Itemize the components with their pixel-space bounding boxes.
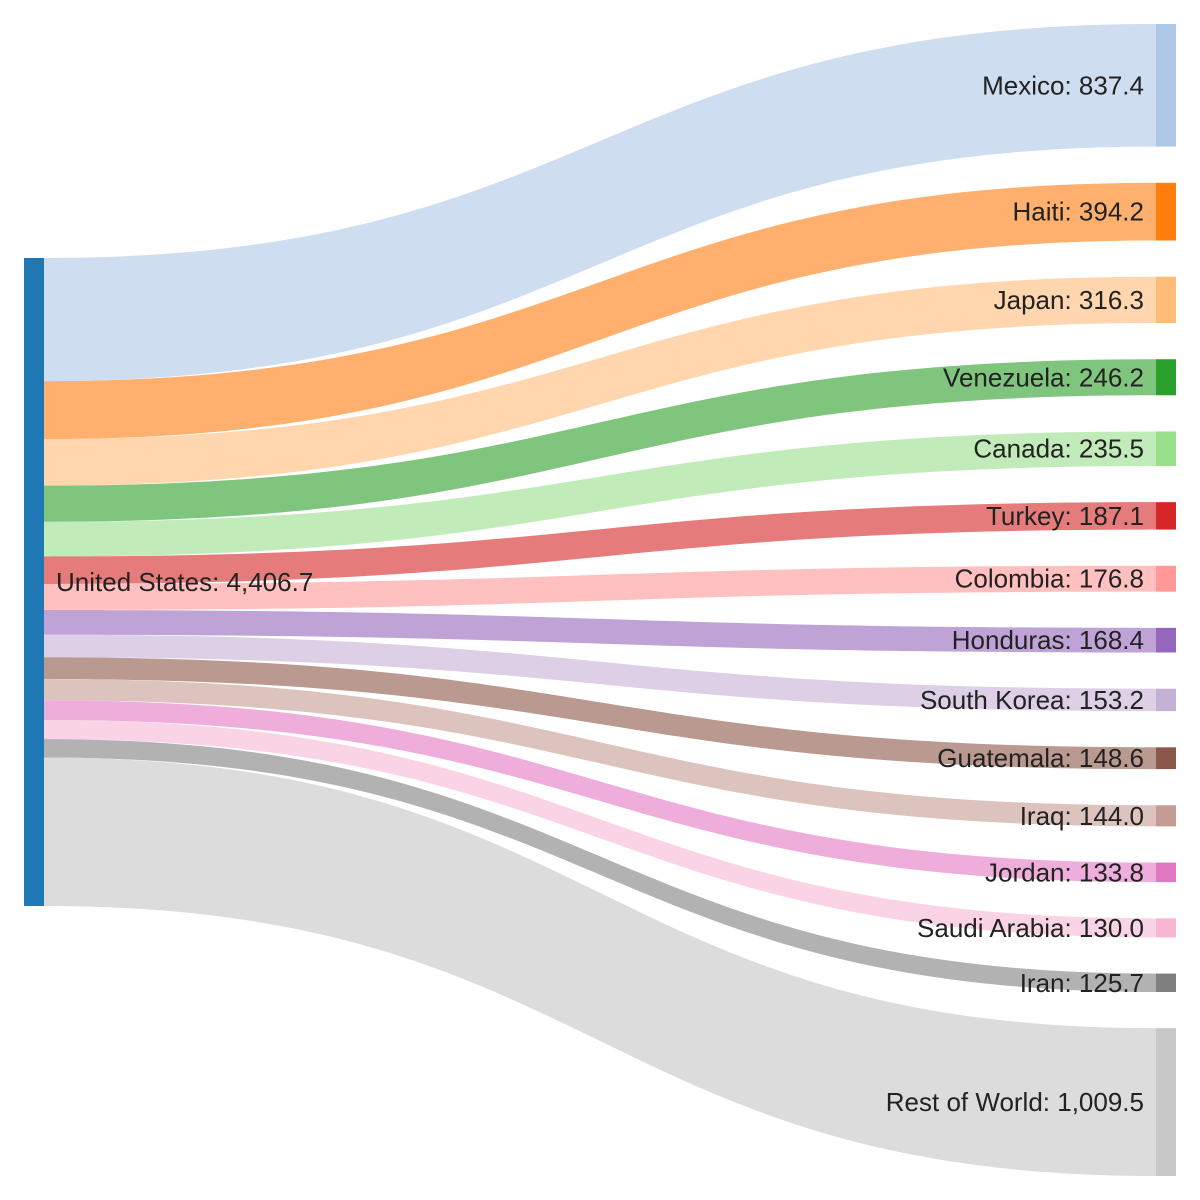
target-node-iran — [1156, 973, 1176, 992]
sankey-labels: United States: 4,406.7 Mexico: 837.4 Hait… — [56, 70, 1144, 1117]
link-honduras — [44, 609, 1156, 653]
target-label-mexico: Mexico: 837.4 — [982, 70, 1144, 100]
target-label-saudi-arabia: Saudi Arabia: 130.0 — [917, 913, 1144, 943]
link-rest-of-world — [44, 757, 1156, 1176]
link-guatemala — [44, 657, 1156, 770]
sankey-nodes — [24, 24, 1176, 1176]
target-node-haiti — [1156, 182, 1176, 241]
link-venezuela — [44, 359, 1156, 522]
target-node-colombia — [1156, 565, 1176, 592]
target-node-rest-of-world — [1156, 1028, 1176, 1176]
source-label-united-states: United States: 4,406.7 — [56, 567, 313, 597]
target-label-venezuela: Venezuela: 246.2 — [943, 362, 1144, 392]
link-iran — [44, 739, 1156, 992]
link-jordan — [44, 700, 1156, 883]
link-turkey — [44, 502, 1156, 584]
sankey-links — [44, 24, 1156, 1176]
link-japan — [44, 276, 1156, 486]
target-label-colombia: Colombia: 176.8 — [955, 564, 1144, 594]
target-label-iraq: Iraq: 144.0 — [1020, 801, 1144, 831]
target-node-south-korea — [1156, 688, 1176, 712]
link-south-korea — [44, 634, 1156, 712]
target-label-iran: Iran: 125.7 — [1020, 968, 1144, 998]
target-node-jordan — [1156, 862, 1176, 883]
target-label-south-korea: South Korea: 153.2 — [920, 685, 1144, 715]
link-canada — [44, 431, 1156, 557]
link-saudi-arabia — [44, 719, 1156, 938]
target-label-rest-of-world: Rest of World: 1,009.5 — [886, 1087, 1144, 1117]
target-node-venezuela — [1156, 359, 1176, 396]
link-mexico — [44, 24, 1156, 382]
target-node-canada — [1156, 431, 1176, 466]
target-label-honduras: Honduras: 168.4 — [952, 625, 1144, 655]
target-node-honduras — [1156, 627, 1176, 653]
target-node-turkey — [1156, 502, 1176, 530]
source-node-united-states — [24, 258, 44, 906]
link-iraq — [44, 679, 1156, 827]
target-label-haiti: Haiti: 394.2 — [1012, 197, 1144, 227]
target-label-jordan: Jordan: 133.8 — [985, 857, 1144, 887]
target-label-japan: Japan: 316.3 — [994, 285, 1144, 315]
target-node-mexico — [1156, 24, 1176, 147]
link-colombia — [44, 565, 1156, 610]
target-node-iraq — [1156, 805, 1176, 827]
target-node-japan — [1156, 276, 1176, 324]
target-label-turkey: Turkey: 187.1 — [986, 501, 1144, 531]
target-node-guatemala — [1156, 747, 1176, 770]
target-label-guatemala: Guatemala: 148.6 — [937, 743, 1144, 773]
target-node-saudi-arabia — [1156, 918, 1176, 938]
target-label-canada: Canada: 235.5 — [973, 434, 1144, 464]
link-haiti — [44, 182, 1156, 440]
